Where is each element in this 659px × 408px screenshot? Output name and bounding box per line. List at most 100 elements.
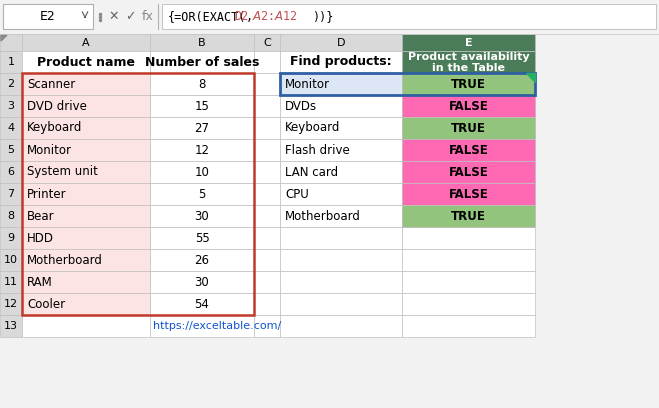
Bar — [254, 183, 280, 205]
Bar — [402, 139, 535, 161]
Bar — [150, 95, 254, 117]
Bar — [150, 249, 254, 271]
Bar — [0, 227, 22, 249]
Bar — [150, 73, 254, 95]
Bar — [22, 139, 150, 161]
Bar — [280, 315, 402, 337]
Bar — [150, 161, 254, 183]
Text: Flash drive: Flash drive — [285, 144, 350, 157]
Bar — [402, 73, 535, 95]
Bar — [150, 161, 254, 183]
Text: 9: 9 — [7, 233, 14, 243]
Bar — [150, 205, 254, 227]
Bar — [280, 117, 402, 139]
Bar — [0, 271, 22, 293]
Bar — [280, 249, 402, 271]
Bar — [402, 161, 535, 183]
Bar — [22, 271, 150, 293]
Bar — [254, 249, 280, 271]
Text: Monitor: Monitor — [27, 144, 72, 157]
Bar — [0, 73, 22, 95]
Text: D2: D2 — [234, 10, 248, 23]
Bar — [280, 117, 402, 139]
Bar — [402, 117, 535, 139]
Bar — [22, 73, 150, 95]
Text: TRUE: TRUE — [451, 122, 486, 135]
Text: fx: fx — [142, 10, 154, 23]
Text: A: A — [82, 38, 90, 47]
Bar — [150, 183, 254, 205]
Bar — [22, 73, 150, 95]
Bar — [22, 183, 150, 205]
Bar — [280, 34, 402, 51]
Bar — [280, 227, 402, 249]
Bar — [22, 161, 150, 183]
Text: ✕: ✕ — [109, 10, 119, 23]
Text: 7: 7 — [7, 189, 14, 199]
Text: CPU: CPU — [285, 188, 309, 200]
Text: FALSE: FALSE — [449, 144, 488, 157]
Bar — [22, 161, 150, 183]
Bar — [280, 161, 402, 183]
Bar — [254, 293, 280, 315]
Bar — [280, 183, 402, 205]
Bar — [150, 205, 254, 227]
Text: ))}: ))} — [312, 10, 333, 23]
Text: FALSE: FALSE — [449, 188, 488, 200]
Bar — [0, 34, 22, 51]
Text: 8: 8 — [198, 78, 206, 91]
Bar — [402, 183, 535, 205]
Bar — [22, 183, 150, 205]
Text: ,: , — [246, 10, 253, 23]
Bar — [22, 227, 150, 249]
Polygon shape — [526, 73, 535, 82]
Polygon shape — [1, 35, 7, 41]
Text: 26: 26 — [194, 253, 210, 266]
Text: Number of sales: Number of sales — [145, 55, 259, 69]
Bar — [402, 205, 535, 227]
Bar — [150, 139, 254, 161]
Bar — [254, 34, 280, 51]
Text: 15: 15 — [194, 100, 210, 113]
Bar — [0, 293, 22, 315]
Bar — [402, 95, 535, 117]
Bar — [402, 73, 535, 95]
Bar — [150, 117, 254, 139]
Text: C: C — [263, 38, 271, 47]
Bar — [280, 95, 402, 117]
Bar — [22, 227, 150, 249]
Bar — [280, 271, 402, 293]
Bar — [150, 183, 254, 205]
Bar — [150, 271, 254, 293]
Bar — [0, 0, 659, 33]
Text: DVD drive: DVD drive — [27, 100, 87, 113]
Bar — [402, 249, 535, 271]
Text: Find products:: Find products: — [290, 55, 392, 69]
Text: 55: 55 — [194, 231, 210, 244]
Bar — [0, 161, 22, 183]
Bar — [0, 117, 22, 139]
Text: 4: 4 — [7, 123, 14, 133]
Text: FALSE: FALSE — [449, 166, 488, 179]
Bar — [402, 205, 535, 227]
Text: 5: 5 — [7, 145, 14, 155]
Bar — [280, 51, 402, 73]
Bar — [150, 95, 254, 117]
Bar — [150, 227, 254, 249]
Bar — [22, 51, 150, 73]
Bar — [150, 73, 254, 95]
Bar — [3, 4, 93, 29]
Text: TRUE: TRUE — [451, 209, 486, 222]
Text: $A$2:$A$12: $A$2:$A$12 — [252, 10, 298, 23]
Text: 8: 8 — [7, 211, 14, 221]
Bar — [22, 34, 150, 51]
Text: ✓: ✓ — [125, 10, 135, 23]
Bar — [0, 51, 22, 73]
Bar — [22, 205, 150, 227]
Text: DVDs: DVDs — [285, 100, 317, 113]
Text: Product name: Product name — [37, 55, 135, 69]
Text: E: E — [465, 38, 473, 47]
Text: 1: 1 — [7, 57, 14, 67]
Bar — [254, 73, 280, 95]
Bar — [402, 271, 535, 293]
